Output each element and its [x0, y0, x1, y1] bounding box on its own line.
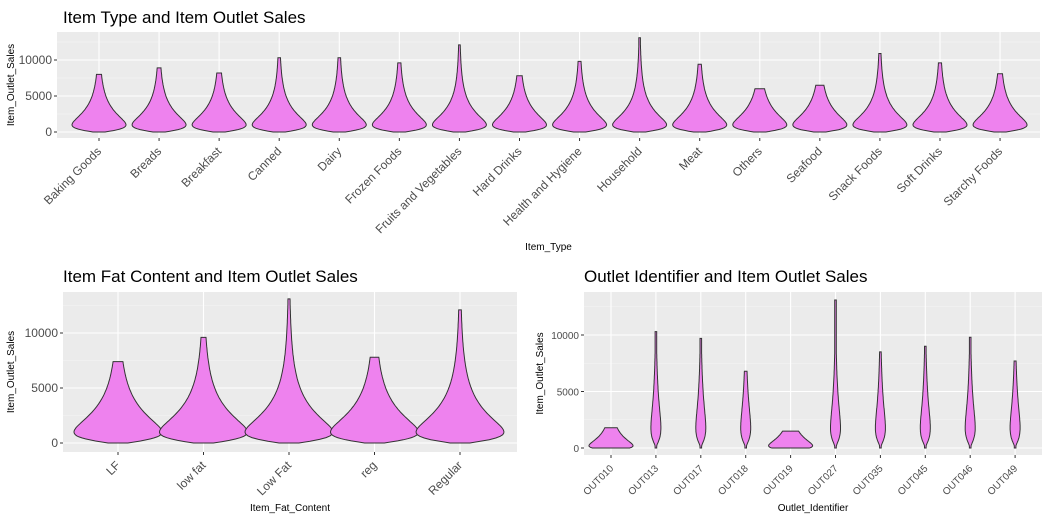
- x-tick-label: low fat: [174, 458, 209, 493]
- violin-out035: [874, 351, 886, 449]
- violin-out027: [830, 299, 841, 449]
- x-tick-label: OUT035: [851, 463, 886, 498]
- violin-meat: [672, 63, 728, 133]
- x-tick-label: OUT027: [806, 463, 841, 498]
- violin-out018: [740, 370, 752, 449]
- violin-health-and-hygiene: [552, 60, 608, 133]
- panel-1: 0 5000 10000 LF low fat Low Fat reg Regular Item…: [6, 267, 517, 514]
- x-tick-label: Hard Drinks: [470, 144, 525, 199]
- y-axis-label: Item_Outlet_Sales: [6, 44, 17, 126]
- x-tick-label: OUT046: [941, 463, 976, 498]
- violin-breads: [131, 67, 187, 133]
- y-tick-label: 0: [573, 444, 579, 455]
- x-tick-label: Snack Foods: [826, 144, 885, 203]
- violin-starchy-foods: [972, 73, 1028, 133]
- panel-0: 0 5000 10000 Baking Goods Breads Breakfast Can…: [6, 8, 1040, 253]
- y-tick-label: 10000: [25, 326, 59, 340]
- x-tick-label: Meat: [676, 144, 705, 173]
- x-tick-label: OUT045: [896, 463, 931, 498]
- x-tick-label: LF: [103, 458, 123, 478]
- x-tick-label: Frozen Foods: [342, 144, 404, 206]
- x-tick-label: OUT019: [761, 463, 796, 498]
- x-tick-label: Regular: [426, 458, 466, 498]
- x-tick-label: Breakfast: [179, 144, 225, 190]
- y-tick-label: 5000: [557, 388, 580, 399]
- violin-seafood: [792, 84, 848, 133]
- violin-out013: [650, 331, 662, 449]
- x-tick-label: OUT049: [986, 463, 1021, 498]
- x-tick-label: OUT017: [671, 463, 706, 498]
- x-tick-label: Low Fat: [254, 458, 295, 499]
- y-axis-label: Item_Outlet_Sales: [535, 332, 546, 414]
- chart-title: Item Fat Content and Item Outlet Sales: [63, 267, 358, 286]
- violin-out017: [695, 337, 707, 449]
- violin-regular: [415, 309, 505, 444]
- y-tick-label: 0: [51, 436, 58, 450]
- violin-canned: [251, 57, 307, 133]
- y-axis-label: Item_Outlet_Sales: [6, 331, 17, 413]
- x-axis-label: Item_Type: [525, 242, 572, 253]
- x-tick-label: Dairy: [315, 144, 345, 174]
- x-tick-label: Others: [730, 144, 765, 179]
- x-tick-label: Household: [594, 144, 644, 194]
- y-tick-label: 10000: [551, 331, 579, 342]
- x-tick-label: Seafood: [783, 144, 825, 186]
- x-tick-label: Baking Goods: [41, 144, 104, 207]
- violin-reg: [329, 356, 420, 444]
- violin-lf: [73, 361, 163, 444]
- violin-fruits-and-vegetables: [432, 44, 487, 133]
- violin-others: [732, 88, 788, 133]
- x-tick-label: Starchy Foods: [941, 144, 1006, 209]
- violin-snack-foods: [852, 53, 908, 133]
- violin-out045: [919, 345, 931, 449]
- x-axis-label: Outlet_Identifier: [778, 503, 849, 514]
- y-tick-label: 0: [45, 125, 52, 139]
- x-tick-label: OUT010: [582, 463, 617, 498]
- violin-frozen-foods: [371, 62, 427, 133]
- x-axis-label: Item_Fat_Content: [250, 503, 330, 514]
- violin-household: [612, 37, 668, 133]
- violin-low-fat: [244, 298, 334, 444]
- violin-dairy: [311, 57, 367, 133]
- x-tick-label: OUT013: [627, 463, 662, 498]
- x-tick-label: reg: [357, 458, 379, 480]
- violin-out049: [1009, 360, 1021, 449]
- violin-out010: [588, 427, 634, 449]
- violin-soft-drinks: [912, 62, 968, 133]
- chart-title: Outlet Identifier and Item Outlet Sales: [584, 267, 867, 286]
- chart-title: Item Type and Item Outlet Sales: [63, 8, 306, 27]
- violin-hard-drinks: [492, 75, 548, 133]
- x-tick-label: Soft Drinks: [894, 144, 945, 195]
- y-tick-label: 5000: [25, 89, 52, 103]
- panel-2: 0 5000 10000 OUT010 OUT013 OUT017 OUT018 OUT019…: [535, 267, 1042, 514]
- y-tick-label: 10000: [19, 53, 53, 67]
- violin-breakfast: [191, 72, 247, 133]
- violin-out019: [768, 430, 814, 449]
- violin-baking-goods: [71, 73, 127, 133]
- x-tick-label: OUT018: [716, 463, 751, 498]
- violin-out046: [964, 336, 976, 449]
- x-tick-label: Breads: [127, 144, 164, 181]
- x-tick-label: Canned: [245, 144, 285, 184]
- y-tick-label: 5000: [31, 381, 58, 395]
- violin-low-fat: [158, 336, 249, 444]
